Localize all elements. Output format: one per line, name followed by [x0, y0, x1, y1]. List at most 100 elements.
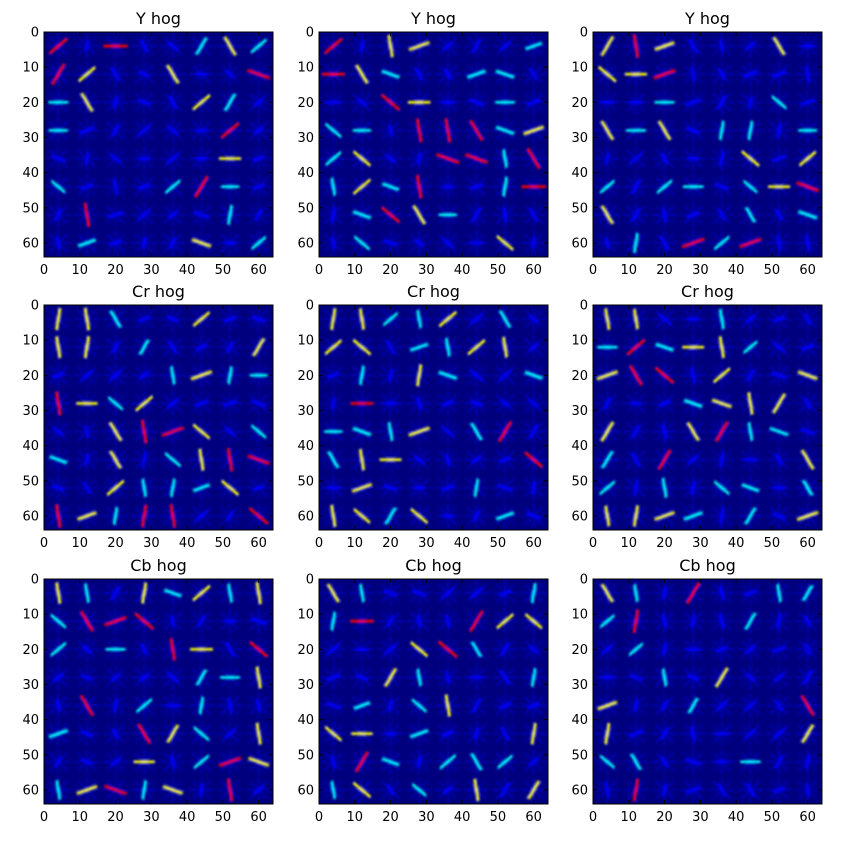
hog-dominant-bin [654, 41, 675, 51]
hog-dominant-bin [137, 723, 152, 745]
hog-dominant-bin [796, 510, 819, 522]
hog-dominant-bin [719, 451, 725, 468]
hog-dominant-bin [685, 126, 701, 135]
hog-dominant-bin [226, 778, 234, 802]
hog-dominant-bin [167, 339, 178, 355]
hog-dominant-bin [330, 754, 336, 769]
hog-dominant-bin [53, 208, 63, 222]
hog-dominant-bin [525, 41, 543, 51]
hog-dominant-bin [196, 614, 207, 628]
hog-dominant-bin [224, 93, 237, 112]
hog-dominant-bin [473, 778, 480, 802]
hog-dominant-bin [688, 38, 699, 54]
hog-dominant-bin [684, 757, 702, 766]
hog-dominant-bin [416, 364, 423, 387]
y-tick-label: 30 [22, 404, 39, 419]
hog-glyphs [46, 306, 271, 529]
hog-glyphs [321, 33, 546, 256]
x-tick-label: 20 [107, 536, 124, 551]
hog-dominant-bin [469, 312, 484, 326]
x-tick-label: 10 [72, 536, 89, 551]
hog-dominant-bin [384, 506, 397, 525]
panel-title: Cr hog [681, 282, 734, 301]
y-tick-label: 30 [22, 678, 39, 693]
hog-dominant-bin [631, 424, 641, 439]
hog-dominant-bin [495, 69, 515, 79]
hog-dominant-bin [797, 370, 818, 381]
hog-dominant-bin [358, 449, 366, 471]
x-tick-label: 0 [589, 536, 597, 551]
y-tick-label: 30 [297, 678, 314, 693]
hog-dominant-bin [84, 39, 90, 53]
hog-dominant-bin [662, 783, 667, 797]
hog-dominant-bin [226, 447, 234, 472]
hog-dominant-bin [51, 371, 65, 379]
x-tick-label: 60 [525, 263, 542, 278]
hog-dominant-bin [198, 696, 205, 715]
hog-dominant-bin [411, 783, 427, 797]
y-tick-label: 60 [571, 783, 588, 798]
y-tick-label: 30 [571, 404, 588, 419]
hog-dominant-bin [139, 39, 149, 53]
hog-dominant-bin [193, 399, 210, 408]
y-tick-label: 0 [580, 26, 588, 41]
hog-dominant-bin [55, 336, 62, 358]
hog-dominant-bin [137, 98, 151, 106]
hog-dominant-bin [499, 782, 511, 798]
hog-dominant-bin [55, 236, 61, 250]
hog-dominant-bin [444, 118, 452, 143]
hog-dominant-bin [601, 583, 614, 603]
hog-dominant-bin [140, 419, 148, 444]
hog-dominant-bin [111, 727, 120, 740]
hog-dominant-bin [741, 483, 760, 493]
hog-dominant-bin [169, 637, 177, 661]
hog-dominant-bin [83, 202, 91, 227]
hog-dominant-bin [716, 94, 728, 111]
hog-dominant-bin [597, 700, 618, 711]
hog-dominant-bin [524, 370, 543, 380]
hog-dominant-bin [769, 426, 789, 437]
hog-dominant-bin [655, 342, 674, 352]
x-tick-label: 40 [179, 263, 196, 278]
hog-dominant-bin [327, 371, 340, 379]
axes-frame [592, 31, 823, 258]
hog-dominant-bin [803, 615, 812, 628]
hog-dominant-bin [384, 667, 397, 688]
x-tick-label: 40 [454, 810, 471, 825]
x-tick-label: 50 [764, 536, 781, 551]
hog-dominant-bin [112, 178, 119, 196]
hog-dominant-bin [198, 448, 205, 471]
hog-dominant-bin [323, 37, 343, 55]
x-tick-label: 0 [315, 263, 323, 278]
y-tick-label: 50 [571, 748, 588, 763]
y-tick-label: 50 [22, 201, 39, 216]
hog-dominant-bin [497, 754, 513, 769]
hog-dominant-bin [138, 339, 150, 356]
hog-dominant-bin [660, 699, 669, 712]
hog-dominant-bin [385, 339, 396, 355]
hog-dominant-bin [330, 504, 337, 527]
hog-dominant-bin [386, 614, 395, 628]
hog-dominant-bin [633, 698, 639, 713]
hog-dominant-bin [136, 124, 152, 137]
hog-dominant-bin [468, 98, 485, 107]
hog-dominant-bin [52, 671, 65, 683]
hog-dominant-bin [359, 365, 365, 385]
hog-dominant-bin [48, 37, 68, 55]
y-tick-label: 30 [571, 678, 588, 693]
hog-dominant-bin [471, 38, 482, 54]
hog-dominant-bin [744, 612, 757, 631]
hog-dominant-bin [252, 484, 265, 492]
hog-dominant-bin [192, 94, 211, 111]
hog-dominant-bin [632, 233, 639, 253]
hog-dominant-bin [772, 36, 786, 56]
hog-dominant-bin [381, 182, 400, 191]
hog-dominant-bin [141, 236, 147, 250]
hog-dominant-bin [227, 697, 233, 714]
hog-dominant-bin [470, 422, 483, 441]
hog-dominant-bin [743, 589, 758, 597]
hog-dominant-bin [802, 669, 813, 685]
hog-dominant-bin [743, 699, 758, 712]
hog-dominant-bin [713, 235, 730, 250]
